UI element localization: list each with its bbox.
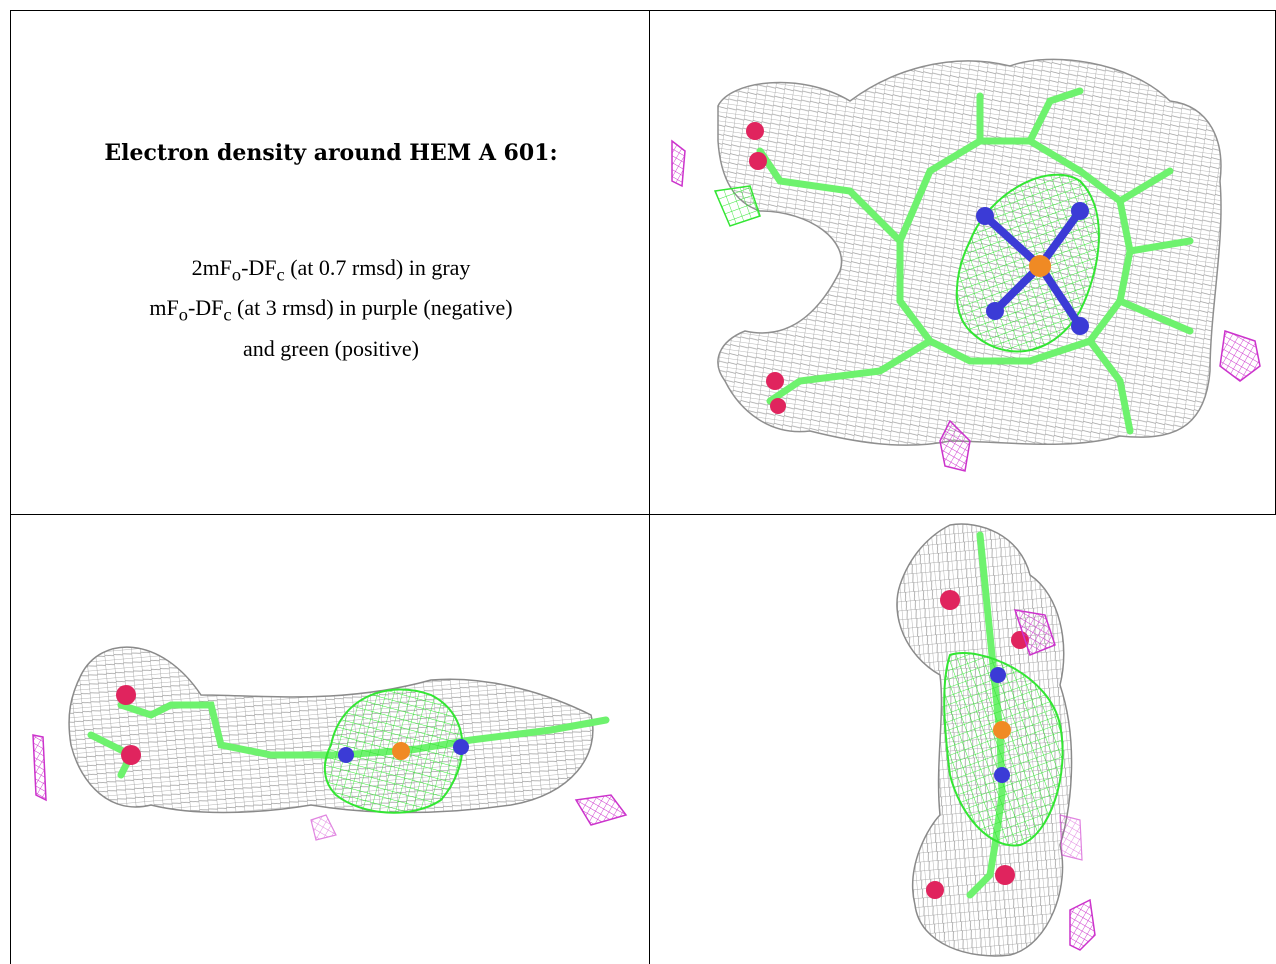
iron-atom (1029, 255, 1051, 277)
iron-atom (392, 742, 410, 760)
purple-density-mesh (1059, 814, 1083, 861)
oxygen-atom (770, 398, 786, 414)
green-density-small (713, 185, 761, 227)
iron-atom (993, 721, 1011, 739)
nitrogen-atom (976, 207, 994, 225)
oxygen-atom (766, 372, 784, 390)
oxygen-atom (121, 745, 141, 765)
purple-density-mesh (1013, 609, 1056, 656)
purple-density-mesh (574, 794, 628, 826)
porphyrin-bonds (756, 87, 1194, 435)
legend-line-gray: 2mFo-DFc (at 0.7 rmsd) in gray (191, 255, 471, 285)
legend-line-diff: mFo-DFc (at 3 rmsd) in purple (negative) (149, 295, 513, 325)
gray-density-mesh (68, 646, 594, 814)
nitrogen-atom (338, 747, 354, 763)
figure-legend: 2mFo-DFc (at 0.7 rmsd) in gray mFo-DFc (… (51, 251, 611, 365)
heme-top-view-image (671, 58, 1261, 472)
table-border-middle (10, 514, 1276, 515)
nitrogen-atom (453, 739, 469, 755)
oxygen-atom (116, 685, 136, 705)
oxygen-atom (940, 590, 960, 610)
nitrogen-atom (986, 302, 1004, 320)
table-border-center (649, 10, 650, 964)
table-border-top (10, 10, 1276, 11)
purple-density-mesh (671, 139, 686, 188)
nitrogen-atom (1071, 317, 1089, 335)
oxygen-atom (746, 122, 764, 140)
oxygen-atom (926, 881, 944, 899)
heme-end-view-image (896, 523, 1096, 957)
legend-line-colors: and green (positive) (243, 335, 419, 361)
panel-end-view (650, 515, 1275, 964)
nitrogen-atom (1071, 202, 1089, 220)
table-border-left (10, 10, 11, 964)
panel-top-view (650, 11, 1275, 514)
caption-cell: Electron density around HEM A 601: 2mFo-… (11, 11, 649, 514)
purple-density-mesh (32, 734, 47, 802)
figure-table: Electron density around HEM A 601: 2mFo-… (10, 10, 1276, 964)
oxygen-atom (749, 152, 767, 170)
purple-density-mesh (310, 814, 337, 841)
purple-density-mesh (939, 419, 971, 472)
oxygen-atom (995, 865, 1015, 885)
purple-density-mesh (1069, 898, 1096, 951)
green-density-mesh (943, 652, 1064, 847)
nitrogen-atom (990, 667, 1006, 683)
heme-side-view-image (32, 646, 628, 841)
nitrogen-atom (994, 767, 1010, 783)
panel-side-view (11, 515, 649, 964)
purple-density-mesh (1219, 330, 1261, 382)
figure-title: Electron density around HEM A 601: (104, 140, 558, 166)
